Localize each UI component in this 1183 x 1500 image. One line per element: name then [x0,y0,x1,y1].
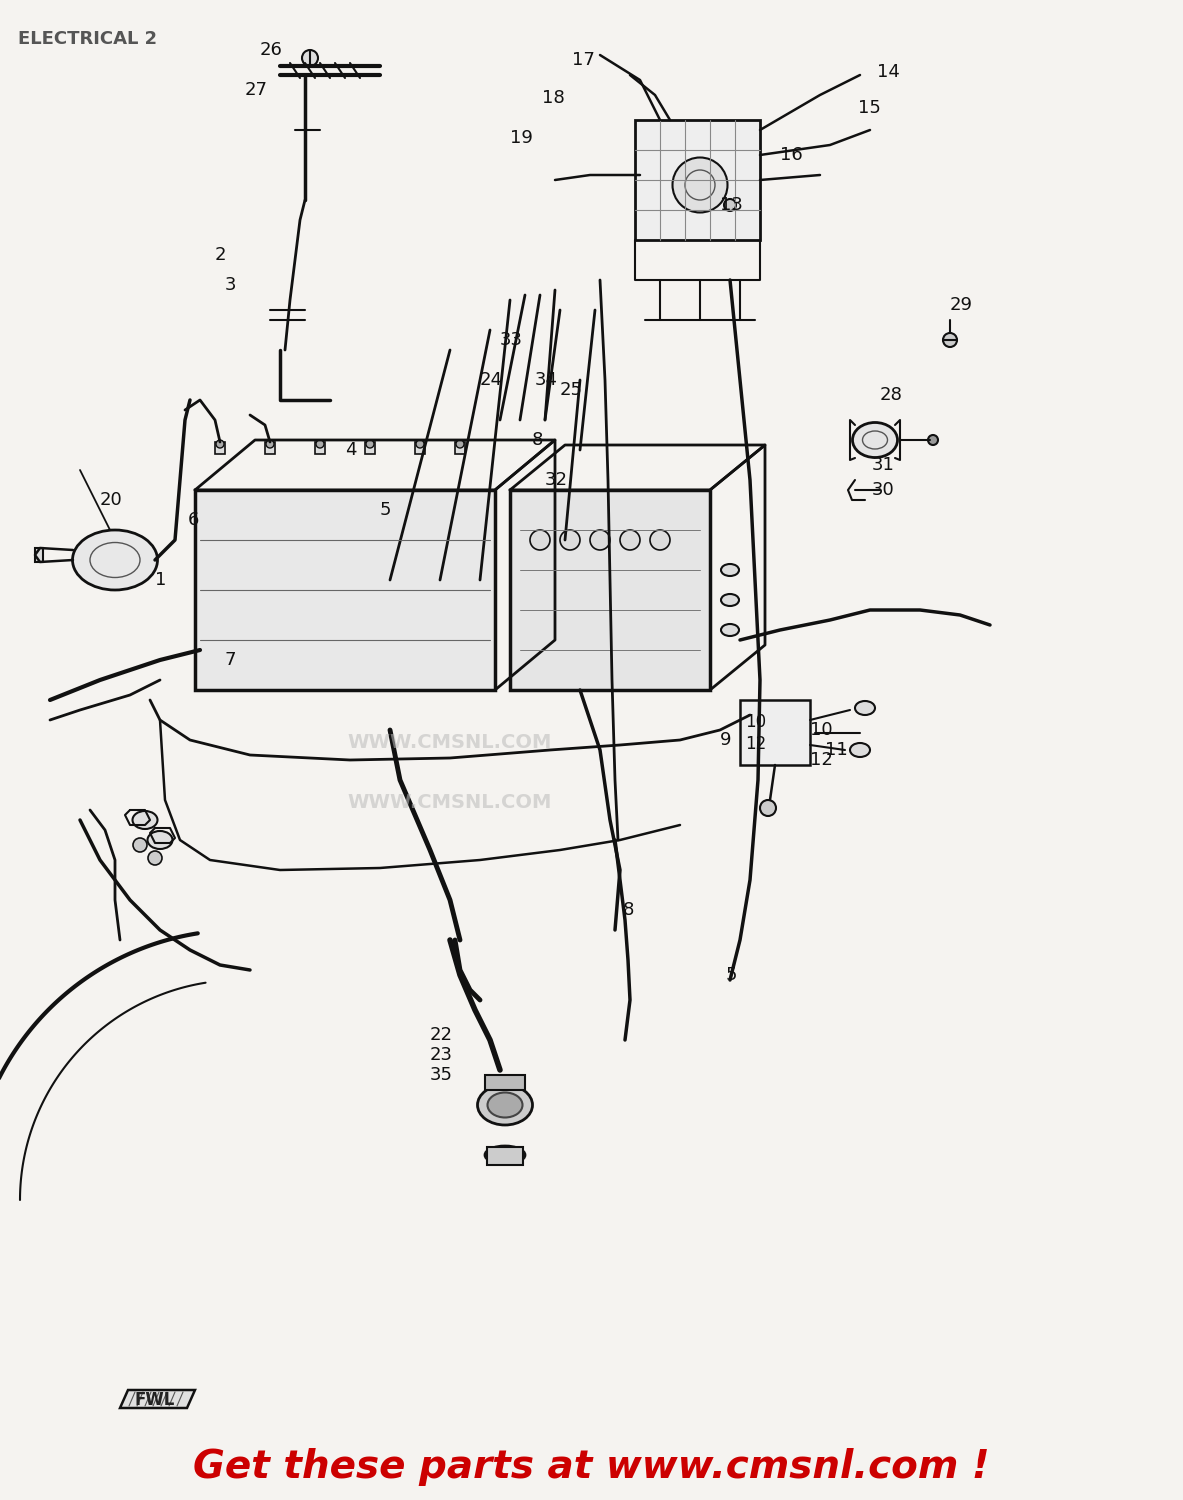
Bar [455,442,465,454]
Text: FWL: FWL [135,1390,175,1408]
Ellipse shape [148,831,173,849]
Ellipse shape [72,530,157,590]
Ellipse shape [478,1084,532,1125]
Ellipse shape [720,564,739,576]
Text: 5: 5 [380,501,392,519]
Circle shape [302,50,318,66]
Text: 23: 23 [429,1046,453,1064]
Bar [487,1148,523,1166]
Ellipse shape [853,423,898,458]
Circle shape [416,440,424,448]
Text: 32: 32 [545,471,568,489]
Text: 33: 33 [500,332,523,350]
Circle shape [216,440,224,448]
Text: 19: 19 [510,129,532,147]
Text: WWW.CMSNL.COM: WWW.CMSNL.COM [348,794,551,812]
Text: 10: 10 [745,712,767,730]
Circle shape [724,200,736,211]
Ellipse shape [720,624,739,636]
Text: 7: 7 [225,651,237,669]
Circle shape [620,530,640,550]
Text: 35: 35 [429,1066,453,1084]
Text: Get these parts at www.cmsnl.com !: Get these parts at www.cmsnl.com ! [193,1448,990,1486]
Bar [265,442,274,454]
Bar [195,490,494,690]
Text: 15: 15 [858,99,881,117]
Bar [741,700,810,765]
Text: 10: 10 [810,722,833,740]
Text: 8: 8 [623,902,634,920]
Text: 29: 29 [950,296,972,314]
Circle shape [530,530,550,550]
Text: 8: 8 [532,430,543,448]
Text: 34: 34 [535,370,558,388]
Bar [215,442,225,454]
Ellipse shape [855,700,875,715]
Text: 6: 6 [188,512,200,530]
Text: 27: 27 [245,81,269,99]
Text: WWW.CMSNL.COM: WWW.CMSNL.COM [348,734,551,752]
Circle shape [649,530,670,550]
Ellipse shape [485,1146,525,1164]
Text: 24: 24 [480,370,503,388]
Ellipse shape [720,594,739,606]
Text: 3: 3 [225,276,237,294]
Text: 12: 12 [745,735,767,753]
Bar [510,490,710,690]
Text: 31: 31 [872,456,894,474]
Bar [315,442,325,454]
Text: 26: 26 [260,40,283,58]
Ellipse shape [132,812,157,830]
Text: ELECTRICAL 2: ELECTRICAL 2 [18,30,157,48]
Circle shape [316,440,324,448]
Bar [635,120,759,240]
Text: 5: 5 [726,966,737,984]
Circle shape [132,839,147,852]
Circle shape [590,530,610,550]
Circle shape [560,530,580,550]
Text: 2: 2 [215,246,226,264]
Circle shape [266,440,274,448]
Text: 16: 16 [780,146,803,164]
Ellipse shape [487,1092,523,1118]
Text: 4: 4 [345,441,356,459]
Text: 11: 11 [825,741,848,759]
Text: 18: 18 [542,88,564,106]
Circle shape [366,440,374,448]
Bar [415,442,425,454]
Polygon shape [119,1390,195,1408]
Circle shape [148,850,162,865]
Text: 17: 17 [573,51,595,69]
Bar [485,1076,525,1090]
Text: 25: 25 [560,381,583,399]
Ellipse shape [851,742,870,758]
Text: 13: 13 [720,196,743,214]
Text: 28: 28 [880,386,903,404]
Text: 14: 14 [877,63,900,81]
Text: 1: 1 [155,572,167,590]
Bar [35,548,43,562]
Circle shape [455,440,464,448]
Ellipse shape [672,158,728,213]
Text: 12: 12 [810,752,833,770]
Text: 9: 9 [720,730,731,748]
Text: 20: 20 [101,490,123,508]
Circle shape [943,333,957,346]
Text: 30: 30 [872,482,894,500]
Circle shape [759,800,776,816]
Circle shape [927,435,938,445]
Bar [366,442,375,454]
Text: 22: 22 [429,1026,453,1044]
